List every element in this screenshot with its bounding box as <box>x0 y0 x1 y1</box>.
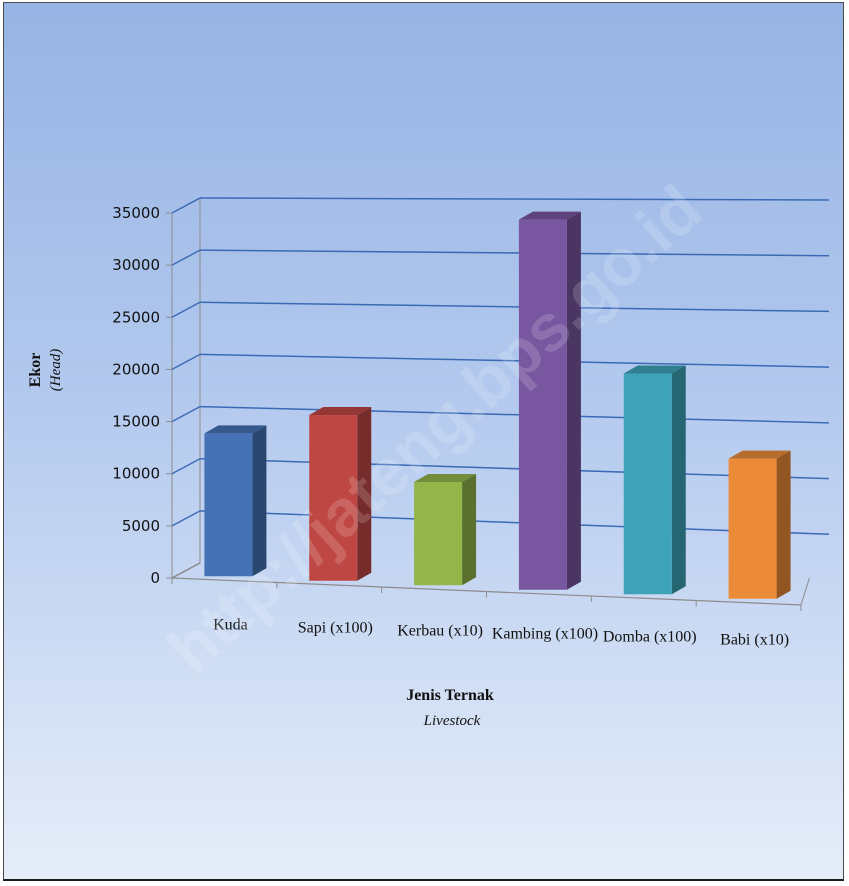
y-tick-label: 35000 <box>112 204 160 222</box>
x-category-label: Domba (x100) <box>603 629 697 646</box>
bar <box>414 473 477 586</box>
bar-front <box>414 481 463 586</box>
gridline-side <box>171 249 201 266</box>
y-axis-ticks: 0 5000 10000 15000 20000 25000 30000 35000 <box>112 204 172 587</box>
bar-top <box>623 365 686 374</box>
bar-side <box>462 473 477 586</box>
x-axis-title: Jenis Ternak <box>406 687 494 704</box>
y-axis-title: Ekor <box>27 353 44 388</box>
x-category-label: Sapi (x100) <box>298 620 373 637</box>
bar-front <box>728 458 777 599</box>
x-axis-categories: Kuda Sapi (x100) Kerbau (x10) Kambing (x100… <box>213 617 789 649</box>
bar-front <box>518 219 567 590</box>
bar <box>728 450 791 599</box>
bar <box>623 365 686 595</box>
gridline <box>199 510 830 536</box>
bar-top <box>309 407 372 416</box>
gridline-side <box>171 510 201 527</box>
gridlines <box>171 197 830 611</box>
gridline-side <box>171 562 201 579</box>
bar-side <box>357 407 372 581</box>
bar <box>309 407 372 581</box>
gridline-side <box>171 197 201 214</box>
x-category-label: Kambing (x100) <box>492 626 598 643</box>
bar-front <box>623 373 672 595</box>
bar-top <box>518 211 581 220</box>
bar-top <box>204 425 267 434</box>
gridline <box>199 197 830 201</box>
x-axis-subtitle: Livestock <box>423 713 481 729</box>
bar-side <box>252 425 267 577</box>
gridline <box>199 249 830 257</box>
x-category-label: Kuda <box>213 617 248 634</box>
y-tick-label: 30000 <box>112 256 160 274</box>
bar-side <box>776 450 791 599</box>
floor-right-edge <box>800 577 810 606</box>
y-tick-label: 20000 <box>112 360 160 378</box>
bar-front <box>309 415 358 581</box>
gridline <box>199 301 830 313</box>
bar <box>518 211 581 590</box>
bar-top <box>728 450 791 459</box>
gridline-side <box>171 405 201 423</box>
bar-front <box>204 433 253 577</box>
gridline-side <box>171 458 201 475</box>
bar-top <box>414 473 477 482</box>
x-category-label: Kerbau (x10) <box>397 623 483 640</box>
bar-side <box>566 211 581 590</box>
gridline <box>199 405 830 424</box>
chart-frame: 0 5000 10000 15000 20000 25000 30000 35000 Kuda… <box>3 2 844 881</box>
bar-chart: 0 5000 10000 15000 20000 25000 30000 35000 Kuda… <box>27 171 830 729</box>
y-axis-subtitle: (Head) <box>48 349 64 391</box>
x-category-label: Babi (x10) <box>720 632 789 649</box>
gridline <box>199 353 830 368</box>
y-tick-label: 5000 <box>122 517 160 535</box>
y-tick-label: 0 <box>150 569 160 587</box>
gridline-side <box>171 301 201 318</box>
y-tick-label: 15000 <box>112 413 160 431</box>
y-tick-label: 25000 <box>112 308 160 326</box>
bar <box>204 425 267 577</box>
gridline <box>199 457 830 480</box>
gridline-side <box>171 353 201 371</box>
y-tick-label: 10000 <box>112 465 160 483</box>
bar-side <box>671 365 686 595</box>
bars <box>204 211 791 599</box>
